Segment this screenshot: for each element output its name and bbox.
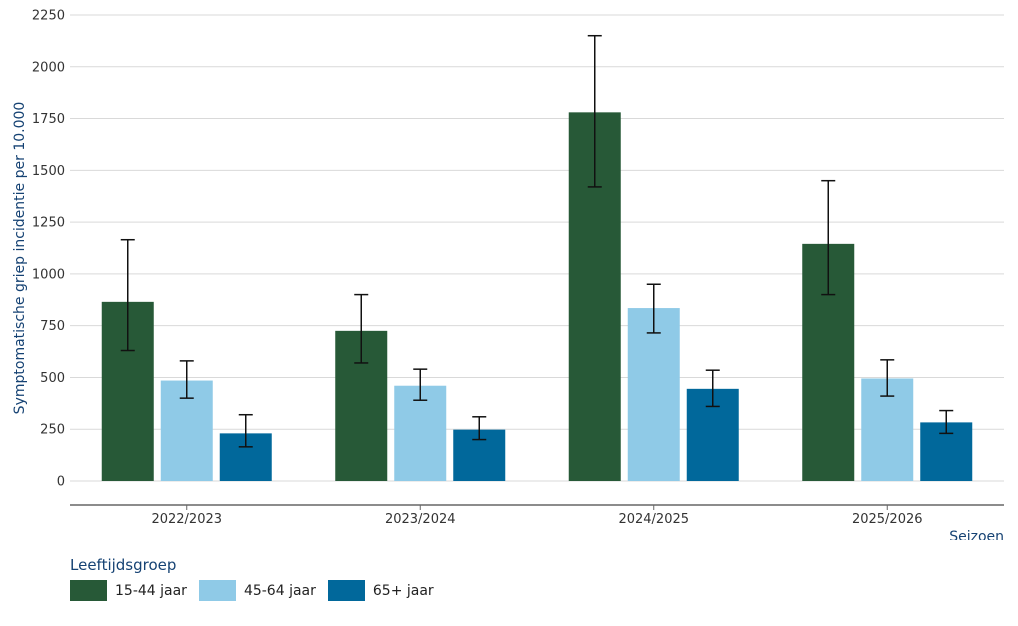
y-tick-label: 1500 [32, 164, 65, 179]
x-axis-title: Seizoen [949, 529, 1004, 540]
y-tick-label: 250 [40, 423, 65, 438]
legend-item: 65+ jaar [327, 580, 434, 601]
legend-label: 45-64 jaar [243, 582, 316, 599]
legend-item: 15-44 jaar [70, 580, 187, 601]
legend-swatch [70, 580, 107, 601]
bar-chart: 0 250 500 750 1000 1250 1500 1750 2000 2250 2022/… [12, 9, 1004, 540]
error-bars [120, 34, 954, 448]
legend-label: 15-44 jaar [115, 582, 187, 599]
legend-label: 65+ jaar [372, 582, 434, 599]
y-axis-ticks: 0 250 500 750 1000 1250 1500 1750 2000 2250 [32, 9, 65, 490]
y-tick-label: 1250 [32, 216, 65, 231]
y-tick-label: 500 [40, 371, 65, 386]
y-tick-label: 1000 [32, 267, 65, 282]
legend-swatch [327, 580, 365, 601]
y-tick-label: 0 [57, 475, 65, 490]
legend: Leeftijdsgroep 15-44 jaar 45-64 jaar 65+ j… [70, 556, 446, 601]
x-axis: 2022/2023 2023/2024 2024/2025 2025/2026 [70, 504, 1004, 527]
legend-title: Leeftijdsgroep [70, 556, 177, 574]
y-tick-label: 750 [40, 319, 65, 334]
x-tick-label: 2023/2024 [385, 512, 456, 527]
y-tick-label: 2250 [32, 9, 65, 24]
x-tick-label: 2024/2025 [618, 512, 689, 527]
y-axis-title: Symptomatische griep incidentie per 10.0… [12, 102, 28, 415]
x-tick-label: 2022/2023 [151, 512, 222, 527]
y-tick-label: 1750 [32, 112, 65, 127]
bar [394, 385, 447, 481]
y-tick-label: 2000 [32, 60, 65, 75]
bars [101, 112, 973, 481]
bar [627, 308, 680, 481]
legend-swatch [198, 580, 236, 601]
x-tick-label: 2025/2026 [852, 512, 923, 527]
legend-item: 45-64 jaar [198, 580, 316, 601]
gridlines [70, 14, 1004, 482]
legend-items: 15-44 jaar 45-64 jaar 65+ jaar [70, 580, 446, 601]
